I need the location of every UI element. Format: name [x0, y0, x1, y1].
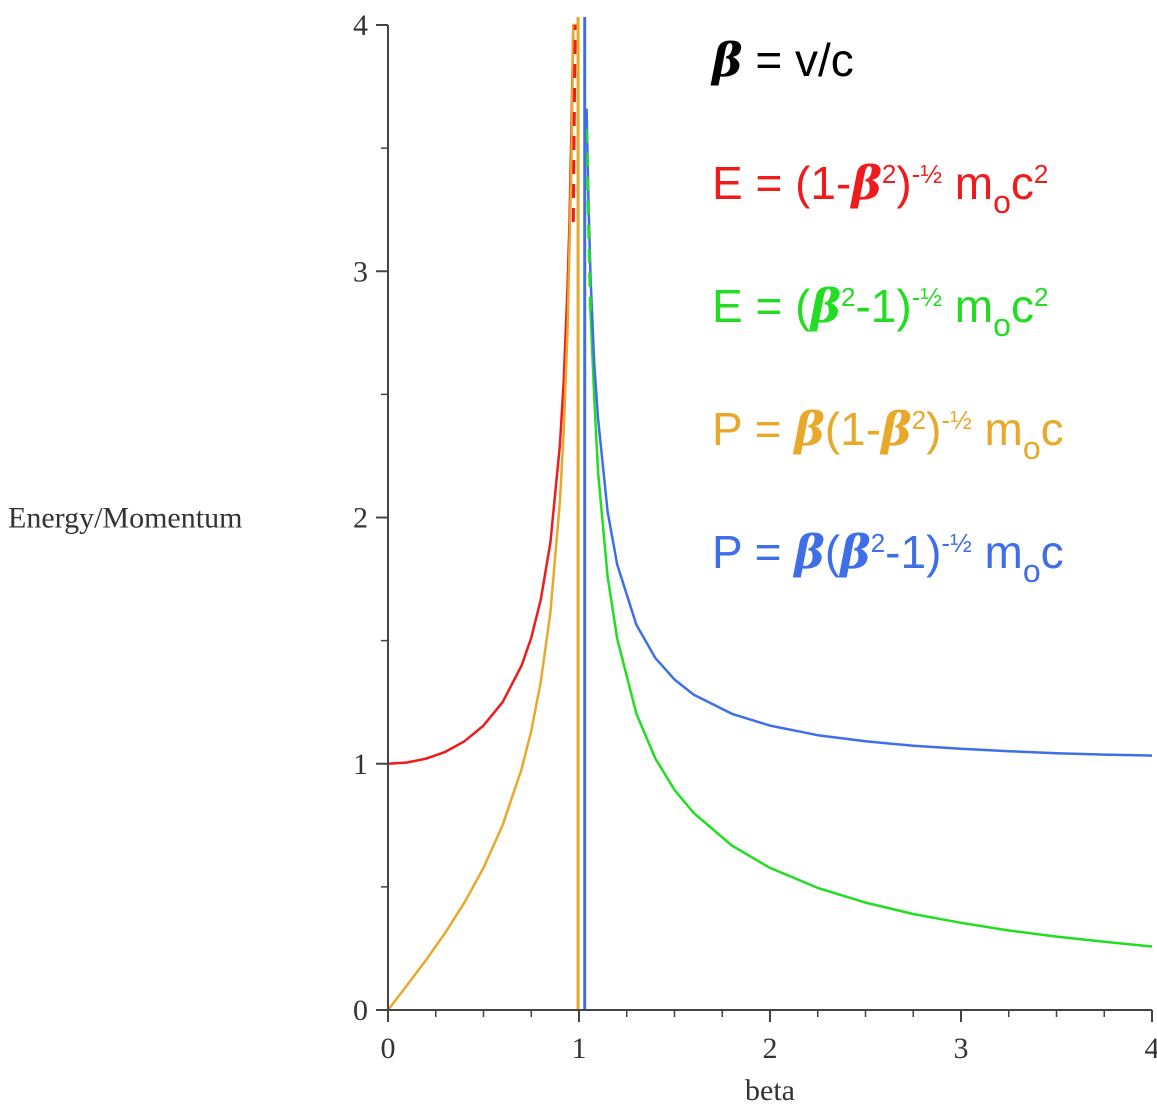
legend-text-part: P = — [712, 526, 794, 578]
x-axis-title: beta — [745, 1074, 795, 1107]
legend-text-part: c — [1041, 403, 1064, 455]
legend-text-part: E = (1- — [712, 157, 851, 209]
legend-text-part: ) — [896, 157, 911, 209]
x-tick-label: 4 — [1145, 1032, 1157, 1065]
x-tick-label: 2 — [763, 1032, 778, 1065]
y-ticks: 0 1 2 3 4 — [353, 9, 388, 1027]
series-line-e-sub-dash — [571, 24, 577, 223]
legend-text-part: -½ — [912, 282, 942, 312]
y-tick-label: 2 — [353, 502, 368, 535]
legend-text-part: o — [993, 184, 1011, 220]
legend-text-part: P = — [712, 403, 794, 455]
legend-text-part: β — [792, 525, 825, 579]
series-line-p-sub — [387, 23, 579, 1011]
y-tick-label: 1 — [353, 748, 368, 781]
legend-text-part: -1) — [855, 280, 911, 332]
y-tick-label: 3 — [353, 255, 368, 288]
y-tick-label: 4 — [353, 9, 368, 42]
legend-text-part: = v/c — [743, 34, 854, 86]
legend-text-part: o — [1023, 553, 1041, 589]
legend-text-part: β — [792, 402, 825, 456]
legend-text-part: (1- — [825, 403, 881, 455]
legend-text-part: β — [879, 402, 912, 456]
legend-text-part: 2 — [841, 282, 855, 312]
legend-text-part: 2 — [1034, 159, 1048, 189]
legend-text-part: c — [1041, 526, 1064, 578]
legend-text-part: c — [1011, 157, 1034, 209]
series-line-e-super — [589, 310, 1153, 948]
legend-text-part: o — [1023, 430, 1041, 466]
y-tick-label: 0 — [353, 994, 368, 1027]
x-tick-label: 0 — [381, 1032, 396, 1065]
legend-text-part: ) — [926, 403, 941, 455]
legend-text-part: β — [849, 156, 882, 210]
y-axis-title: Energy/Momentum — [8, 502, 242, 535]
x-tick-label: 3 — [954, 1032, 969, 1065]
x-ticks: 0 1 2 3 4 — [381, 1010, 1157, 1065]
legend-text-part: m — [942, 157, 993, 209]
legend-text-part: E = ( — [712, 280, 811, 332]
legend-entry: P = β(β2-1)-½ moc — [712, 525, 1064, 589]
legend-text-part: 2 — [1034, 282, 1048, 312]
x-tick-label: 1 — [572, 1032, 587, 1065]
legend-text-part: ( — [825, 526, 841, 578]
legend-text-part: β — [710, 33, 743, 87]
legend-entry: E = (1-β2)-½ moc2 — [712, 156, 1048, 220]
legend-text-part: β — [838, 525, 871, 579]
legend-text-part: -½ — [941, 528, 971, 558]
legend-text-part: c — [1011, 280, 1034, 332]
plot-area — [387, 17, 1153, 1011]
legend-text-part: -½ — [912, 159, 942, 189]
legend-text-part: β — [808, 279, 841, 333]
legend-text-part: o — [993, 307, 1011, 343]
legend-definition: β = v/c — [710, 33, 854, 87]
legend-text-part: 2 — [871, 528, 885, 558]
series-line-e-super-dash — [585, 123, 592, 311]
legend-text-part: m — [972, 526, 1023, 578]
legend-text-part: 2 — [882, 159, 896, 189]
legend-text-part: -½ — [941, 405, 971, 435]
legend-text-part: m — [972, 403, 1023, 455]
series-line-p-super — [585, 108, 1153, 757]
legend-entry: P = β(1-β2)-½ moc — [712, 402, 1064, 466]
legend-text-part: -1) — [885, 526, 941, 578]
legend-entry: E = (β2-1)-½ moc2 — [712, 279, 1048, 343]
legend-text-part: 2 — [912, 405, 926, 435]
legend-text-part: m — [942, 280, 993, 332]
